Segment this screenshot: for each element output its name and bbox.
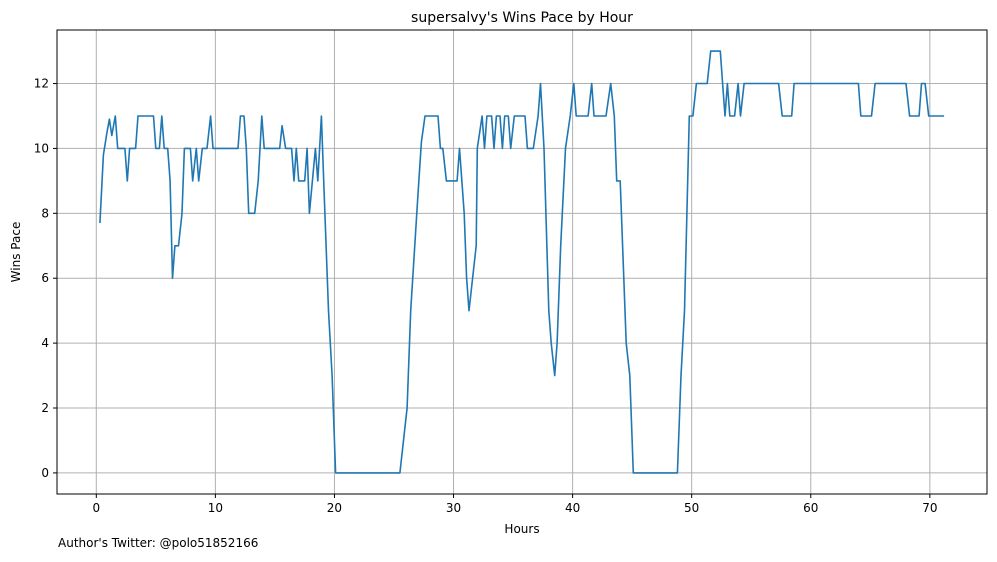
x-tick-label: 0 [92,501,100,515]
x-axis-ticks: 0 10 20 30 40 50 60 70 [92,494,937,515]
x-axis-label: Hours [504,522,539,536]
y-tick-label: 0 [41,466,49,480]
x-tick-label: 50 [684,501,699,515]
x-tick-label: 20 [327,501,342,515]
y-tick-label: 4 [41,336,49,350]
x-tick-label: 60 [803,501,818,515]
y-axis-label: Wins Pace [9,222,23,283]
wins-pace-line [99,50,945,474]
y-tick-label: 6 [41,271,49,285]
x-tick-label: 70 [922,501,937,515]
x-tick-label: 40 [565,501,580,515]
x-gridlines [95,30,931,494]
x-tick-label: 30 [446,501,461,515]
y-gridlines [57,83,987,474]
y-axis-ticks: 0 2 4 6 8 10 12 [34,77,57,480]
plot-area [57,30,987,494]
chart-title: supersalvy's Wins Pace by Hour [411,10,633,26]
y-tick-label: 12 [34,77,49,91]
y-tick-label: 2 [41,401,49,415]
y-tick-label: 8 [41,206,49,220]
plot-frame [56,29,988,495]
y-tick-label: 10 [34,141,49,155]
author-credit: Author's Twitter: @polo51852166 [58,536,259,550]
x-tick-label: 10 [208,501,223,515]
